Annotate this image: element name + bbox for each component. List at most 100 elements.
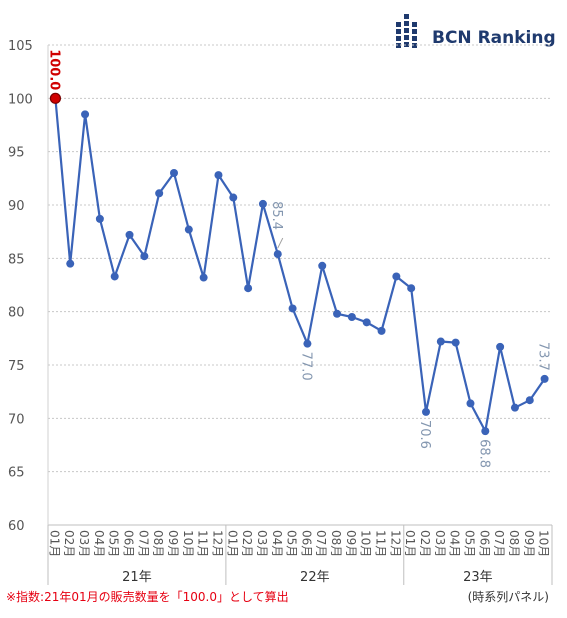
x-tick-label: 02月 [62,530,76,557]
data-label: 85.4 [269,201,284,230]
logo-block [404,14,409,19]
data-point [436,337,445,346]
year-group-label: 22年 [300,570,330,585]
data-point [451,338,460,347]
data-point [244,284,253,293]
x-tick-label: 10月 [181,530,195,557]
data-label: 68.8 [476,439,491,468]
data-point [407,284,416,293]
x-tick-label: 05月 [285,530,299,557]
y-tick-label: 95 [8,146,25,161]
data-point [184,225,193,234]
x-tick-label: 09月 [522,530,536,557]
year-group-label: 21年 [122,570,152,585]
data-point [288,304,297,313]
y-tick-label: 90 [8,199,25,214]
logo-block [396,36,401,41]
data-point [318,261,327,270]
logo-block [412,36,417,41]
data-point [258,199,267,208]
x-tick-label: 04月 [92,530,106,557]
data-point [199,273,208,282]
x-tick-label: 05月 [462,530,476,557]
data-label: 77.0 [298,352,313,381]
logo-block [404,28,409,33]
data-point [466,399,475,408]
label-leader [277,237,284,249]
x-tick-label: 03月 [77,530,91,557]
data-point [110,272,119,281]
y-tick-label: 85 [8,252,25,267]
x-tick-label: 06月 [477,530,491,557]
y-tick-label: 60 [8,519,25,534]
data-point [229,193,238,202]
x-tick-label: 12月 [388,530,402,557]
x-tick-label: 04月 [448,530,462,557]
x-tick-label: 01月 [403,530,417,557]
x-tick-label: 04月 [270,530,284,557]
data-point [510,403,519,412]
data-point [347,313,356,321]
data-label: 100.0 [46,49,61,90]
x-tick-label: 07月 [314,530,328,557]
x-tick-label: 12月 [210,530,224,557]
data-label: 73.7 [536,342,551,371]
logo-block [396,43,401,48]
x-tick-label: 09月 [166,530,180,557]
data-point [155,189,164,198]
x-tick-label: 02月 [240,530,254,557]
series-line [54,98,546,433]
y-tick-label: 75 [8,359,25,374]
data-point [214,171,223,180]
x-tick-label: 02月 [418,530,432,557]
x-tick-label: 10月 [537,530,551,557]
data-point [392,272,401,281]
logo-block [396,22,401,27]
data-point [496,342,505,351]
data-point [125,230,134,239]
x-tick-label: 03月 [255,530,269,557]
data-point [540,374,549,383]
y-tick-label: 105 [8,39,33,54]
data-point [362,318,371,327]
logo-block [396,29,401,34]
data-point [273,250,282,259]
x-tick-label: 11月 [196,530,210,557]
data-point [95,214,104,223]
logo-block [404,21,409,26]
logo-block [412,43,417,48]
brand-name: BCN Ranking [432,28,556,48]
logo-block [404,42,409,47]
bcn-logo: BCN Ranking [396,14,556,48]
data-point [525,396,534,405]
x-tick-label: 09月 [344,530,358,557]
data-label: 70.6 [417,420,432,449]
data-point [303,339,312,348]
x-tick-label: 11月 [374,530,388,557]
data-point [481,427,490,436]
data-point [66,259,75,268]
data-point [170,169,178,177]
footnote: ※指数:21年01月の販売数量を「100.0」として算出 [6,590,289,604]
x-tick-label: 10月 [359,530,373,557]
logo-block [412,29,417,34]
x-tick-label: 03月 [433,530,447,557]
x-tick-label: 07月 [492,530,506,557]
data-point [333,309,342,318]
highlight-point [49,92,62,104]
y-tick-label: 100 [8,92,33,107]
logo-block [412,22,417,27]
x-tick-label: 05月 [107,530,121,557]
x-tick-label: 08月 [329,530,343,557]
x-tick-label: 06月 [299,530,313,557]
y-tick-label: 70 [8,412,25,427]
x-tick-label: 08月 [507,530,521,557]
x-tick-label: 01月 [225,530,239,557]
year-group-label: 23年 [463,570,493,585]
x-tick-label: 01月 [47,530,61,557]
data-point [81,110,90,119]
y-tick-label: 80 [8,306,25,321]
data-point [140,252,149,261]
